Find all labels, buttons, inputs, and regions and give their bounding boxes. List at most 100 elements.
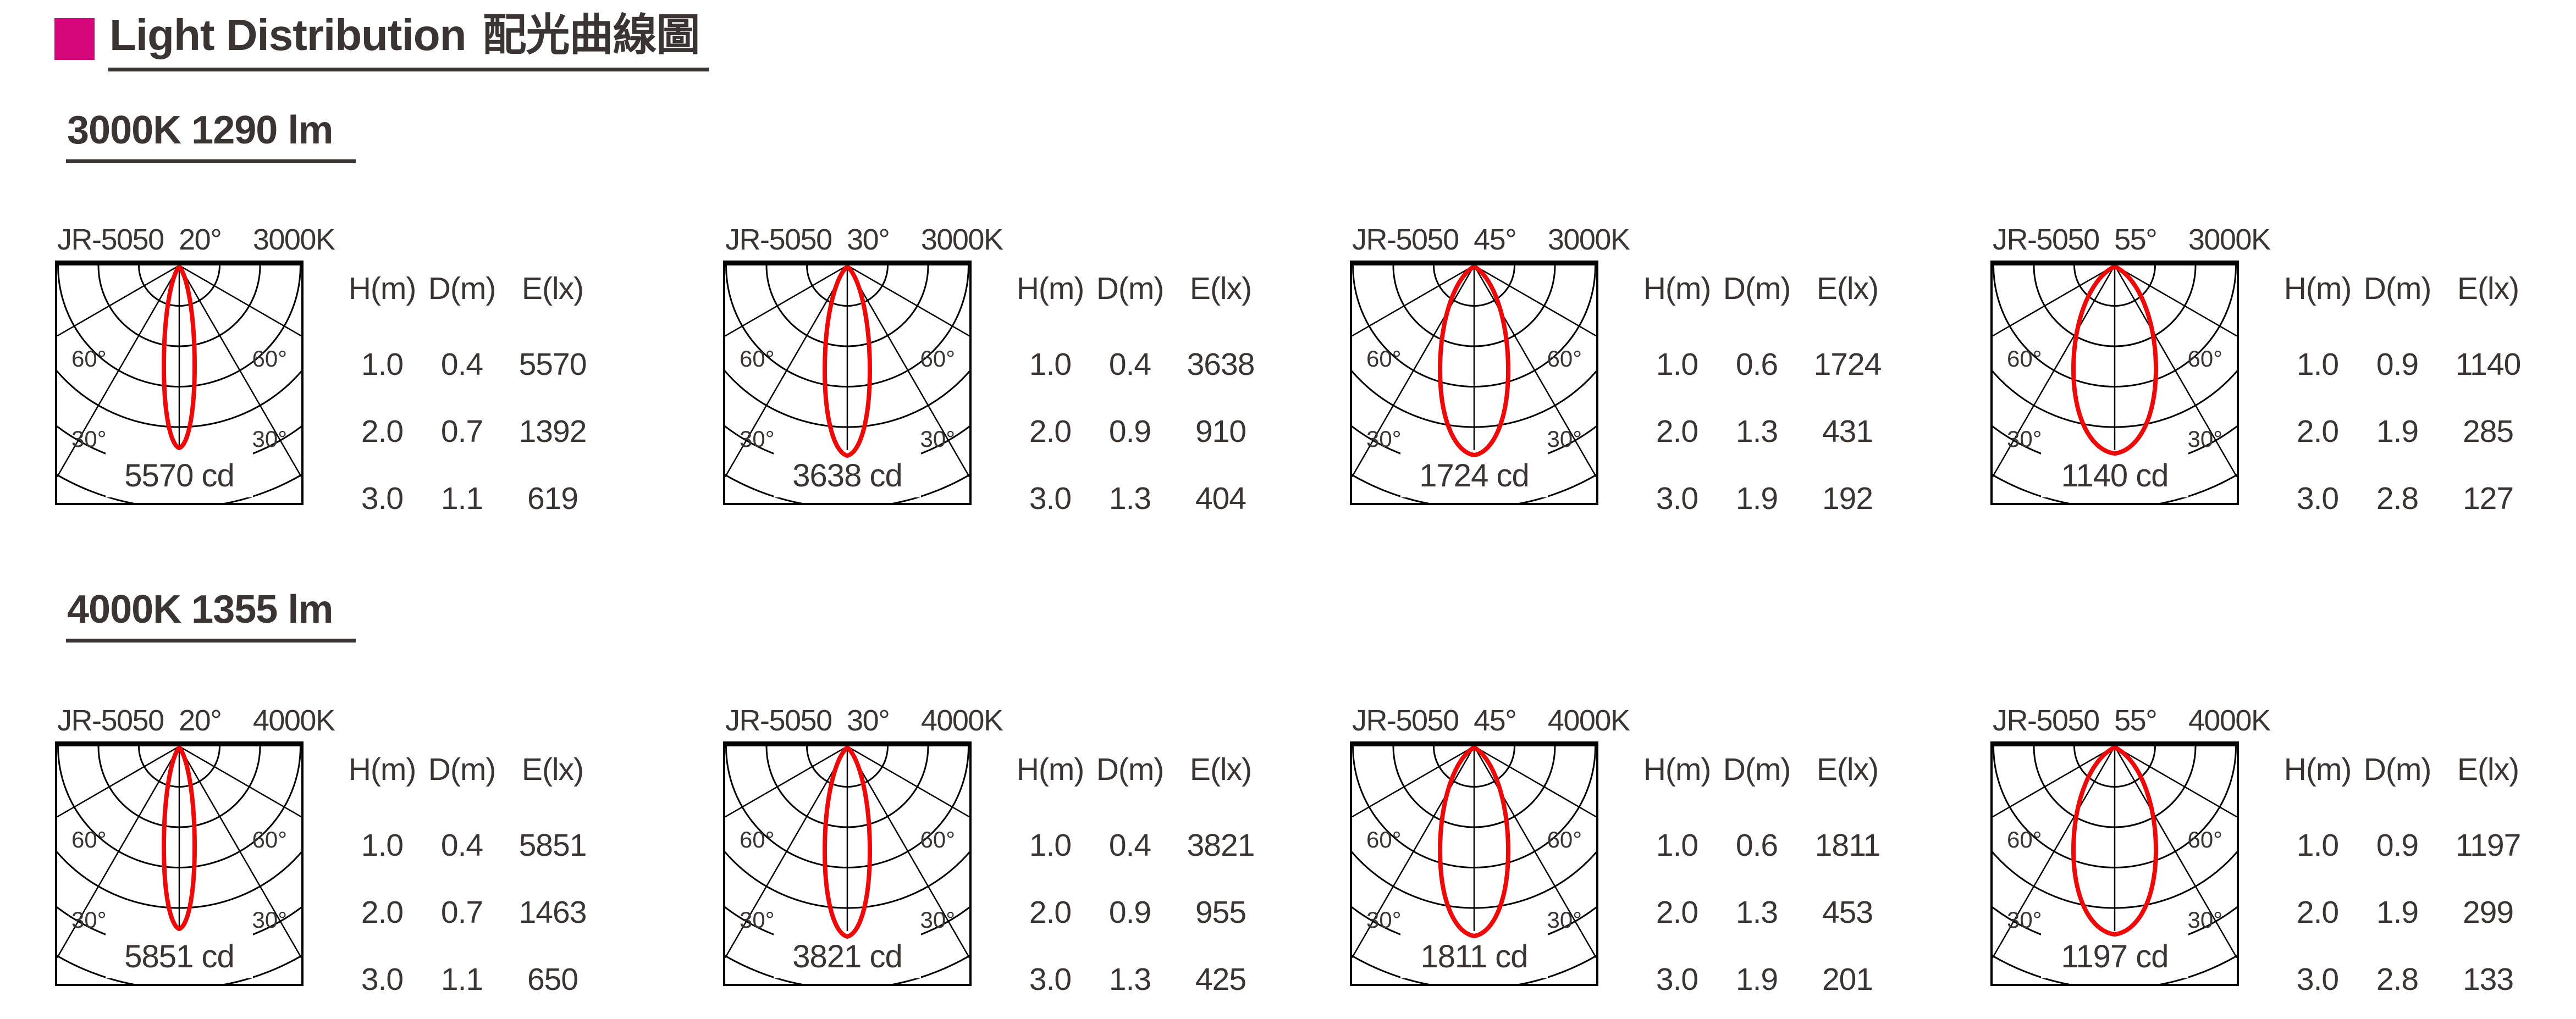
candela-label-backdrop <box>1400 450 1548 497</box>
e-value: 404 <box>1195 481 1246 516</box>
table-header-row: H(m) D(m) E(lx) <box>341 751 605 788</box>
illuminance-table: H(m) D(m) E(lx) 1.0 0.4 5851 2.0 0.7 146… <box>341 751 605 1015</box>
angle-label: 60° <box>2007 827 2042 852</box>
e-value: 1392 <box>518 414 587 449</box>
angle-30-line <box>1993 265 2116 478</box>
angle-30-line <box>2114 746 2237 959</box>
model-name: JR-5050 <box>1352 223 1459 256</box>
color-temperature: 3000K <box>1547 223 1630 256</box>
color-temperature: 4000K <box>252 704 335 737</box>
beam-curve <box>823 265 872 458</box>
h-value: 1.0 <box>2296 828 2339 863</box>
beam-angle: 45° <box>1474 223 1517 256</box>
angle-label: 30° <box>2007 426 2042 452</box>
polar-diagram: 60° 60° 30° 30° 3638 cd <box>723 261 972 505</box>
e-value: 3638 <box>1187 347 1255 382</box>
table-header-row: H(m) D(m) E(lx) <box>2276 751 2540 788</box>
angle-30-line <box>846 746 969 959</box>
angle-60-line <box>725 265 848 337</box>
angle-60-line <box>725 746 848 818</box>
candela-label-backdrop <box>1400 931 1548 978</box>
angle-30-line <box>57 265 180 478</box>
angle-30-line <box>1352 265 1475 478</box>
col-header-height: H(m) <box>1016 271 1085 306</box>
photometric-unit: JR-5050 30° 4000K 60° 60° 30° 30° 3821 cd H(… <box>723 704 1339 1019</box>
h-value: 1.0 <box>1029 828 1072 863</box>
angle-label: 30° <box>740 426 775 452</box>
d-value: 1.1 <box>440 481 483 516</box>
beam-curve <box>2071 265 2158 456</box>
angle-label: 60° <box>252 827 287 852</box>
beam-angle: 30° <box>847 223 890 256</box>
color-temperature: 4000K <box>2188 704 2271 737</box>
angle-60-line <box>57 746 180 818</box>
d-value: 0.6 <box>1735 347 1778 382</box>
table-data-row: 1.0 0.4 3638 <box>1009 346 1273 383</box>
angle-label: 30° <box>71 907 107 933</box>
angle-60-line <box>1993 265 2115 337</box>
col-header-diameter: D(m) <box>428 271 497 306</box>
e-value: 650 <box>527 962 578 997</box>
angle-60-line <box>1352 265 1475 337</box>
beam-curve <box>1438 746 1510 938</box>
polar-diagram-canvas: 60° 60° 30° 30° 5851 cd <box>57 746 301 984</box>
table-data-row: 3.0 1.9 201 <box>1636 961 1900 998</box>
table-data-row: 1.0 0.4 5851 <box>341 827 605 863</box>
d-value: 1.3 <box>1108 962 1151 997</box>
d-value: 0.9 <box>2376 828 2419 863</box>
beam-curve <box>823 746 872 939</box>
section-heading-4000k: 4000K 1355 lm <box>66 588 356 643</box>
table-header-row: H(m) D(m) E(lx) <box>2276 270 2540 307</box>
unit-title: JR-5050 20° 4000K <box>57 704 335 738</box>
e-value: 5851 <box>518 828 587 863</box>
h-value: 2.0 <box>1656 414 1698 449</box>
d-value: 1.9 <box>1735 962 1778 997</box>
angle-label: 60° <box>740 827 775 852</box>
d-value: 1.9 <box>2376 895 2419 930</box>
table-data-row: 3.0 1.9 192 <box>1636 480 1900 517</box>
candela-label-backdrop <box>774 931 921 978</box>
polar-diagram: 60° 60° 30° 30° 5851 cd <box>55 741 304 986</box>
color-temperature: 4000K <box>1547 704 1630 737</box>
e-value: 619 <box>527 481 578 516</box>
e-value: 133 <box>2462 962 2514 997</box>
h-value: 1.0 <box>1656 828 1698 863</box>
angle-60-line <box>1352 746 1475 818</box>
angle-60-line <box>2114 746 2237 818</box>
angle-60-line <box>2114 265 2237 337</box>
table-header-row: H(m) D(m) E(lx) <box>1636 751 1900 788</box>
angle-60-line <box>847 265 969 337</box>
col-header-diameter: D(m) <box>1723 752 1791 787</box>
polar-diagram-canvas: 60° 60° 30° 30° 3821 cd <box>725 746 969 984</box>
d-value: 0.7 <box>440 414 483 449</box>
illuminance-table: H(m) D(m) E(lx) 1.0 0.9 1197 2.0 1.9 299… <box>2276 751 2540 1015</box>
illuminance-table: H(m) D(m) E(lx) 1.0 0.4 3638 2.0 0.9 910… <box>1009 270 1273 534</box>
polar-grid <box>57 265 301 503</box>
model-name: JR-5050 <box>725 704 832 737</box>
candela-value: 3821 cd <box>792 939 902 974</box>
angle-label: 60° <box>252 346 287 372</box>
table-data-row: 3.0 1.1 619 <box>341 480 605 517</box>
candela-value: 1197 cd <box>2061 939 2168 974</box>
angle-30-line <box>57 746 180 959</box>
model-name: JR-5050 <box>57 223 164 256</box>
table-data-row: 2.0 1.3 431 <box>1636 413 1900 450</box>
e-value: 453 <box>1822 895 1873 930</box>
col-header-height: H(m) <box>1016 752 1085 787</box>
unit-title: JR-5050 45° 3000K <box>1352 223 1630 257</box>
photometric-unit: JR-5050 20° 4000K 60° 60° 30° 30° 5851 cd H(… <box>55 704 671 1019</box>
angle-label: 60° <box>2007 346 2042 372</box>
d-value: 0.7 <box>440 895 483 930</box>
angle-30-line <box>178 265 301 478</box>
table-data-row: 1.0 0.6 1724 <box>1636 346 1900 383</box>
e-value: 425 <box>1195 962 1246 997</box>
beam-angle: 45° <box>1474 704 1517 737</box>
angle-label: 30° <box>71 426 107 452</box>
candela-value: 1140 cd <box>2061 458 2168 494</box>
d-value: 0.4 <box>1108 347 1151 382</box>
table-header-row: H(m) D(m) E(lx) <box>1636 270 1900 307</box>
col-header-diameter: D(m) <box>2363 271 2432 306</box>
angle-label: 30° <box>2187 907 2222 933</box>
table-data-row: 3.0 2.8 127 <box>2276 480 2540 517</box>
col-header-illuminance: E(lx) <box>1189 271 1252 306</box>
